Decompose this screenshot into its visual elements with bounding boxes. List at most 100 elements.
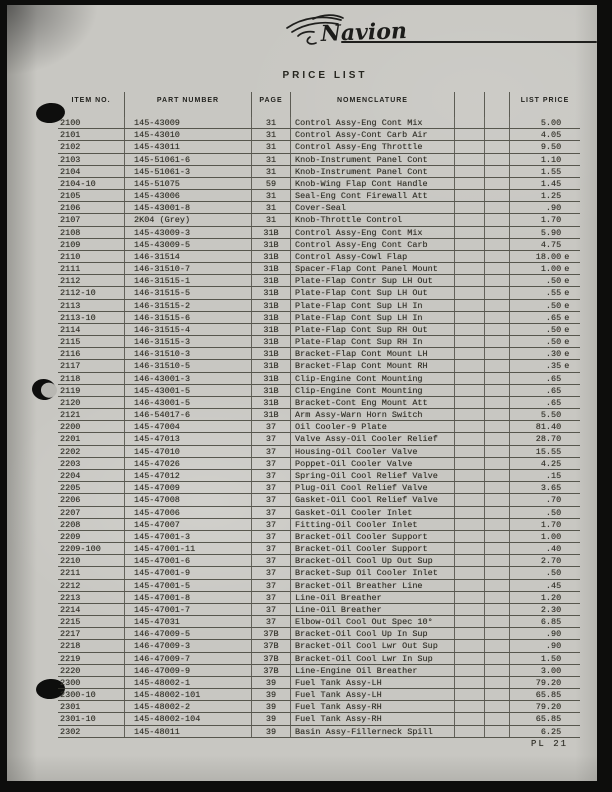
cell-blank-1 — [455, 543, 485, 555]
table-row: 2301 145-48002-2 39 Fuel Tank Assy-RH 79… — [58, 701, 580, 714]
table-row: 2118 146-43001-3 31B Clip-Engine Cont Mo… — [58, 372, 580, 385]
cell-page: 37 — [252, 482, 291, 494]
price-each-suffix — [561, 567, 580, 578]
cell-part-number: 145-51061-3 — [125, 165, 252, 177]
cell-blank-1 — [455, 372, 485, 384]
cell-page: 31 — [252, 153, 291, 165]
table-row: 2117 146-31510-5 31B Bracket-Flap Cont M… — [58, 360, 580, 373]
cell-nomenclature: Knob-Wing Flap Cont Handle — [291, 177, 455, 190]
cell-list-price: 5.90 — [510, 227, 580, 238]
price-value: .50 — [545, 276, 562, 287]
cell-blank-1 — [455, 299, 485, 311]
price-each-suffix — [561, 129, 580, 140]
cell-list-price: .65 — [510, 385, 580, 396]
cell-blank-2 — [485, 202, 510, 214]
price-each-suffix — [561, 433, 580, 444]
cell-blank-1 — [455, 287, 485, 299]
cell-part-number: 146-31514 — [125, 250, 252, 263]
cell-item-no: 2209-100 — [58, 543, 125, 555]
cell-page: 31 — [252, 117, 291, 129]
cell-page: 31B — [252, 336, 291, 348]
page-title: PRICE LIST — [282, 70, 368, 81]
cell-nomenclature: Bracket-Oil Breather Line — [291, 579, 455, 591]
table-row: 2220 146-47009-9 37B Line-Engine Oil Bre… — [58, 664, 580, 677]
logo-underline-rule — [341, 41, 597, 43]
cell-list-price: .90 — [510, 628, 580, 639]
cell-list-price: 1.45 — [510, 178, 580, 189]
table-row: 2104-10 145-51075 59 Knob-Wing Flap Cont… — [58, 177, 580, 191]
cell-page: 37 — [252, 579, 291, 591]
cell-item-no: 2202 — [58, 445, 125, 457]
cell-blank-2 — [485, 701, 510, 713]
price-each-suffix — [561, 117, 580, 128]
cell-item-no: 2203 — [58, 457, 125, 469]
table-row: 2201 145-47013 37 Valve Assy-Oil Cooler … — [58, 433, 580, 446]
cell-list-price: 79.20 — [510, 677, 580, 688]
cell-part-number: 146-31515-4 — [125, 323, 252, 336]
cell-part-number: 146-31515-2 — [125, 299, 252, 311]
price-value: 4.05 — [540, 130, 562, 141]
table-row: 2121 146-54017-6 31B Arm Assy-Warn Horn … — [58, 409, 580, 422]
price-each-suffix — [561, 543, 580, 554]
cell-part-number: 145-47026 — [125, 457, 252, 469]
cell-list-price: .70 — [510, 494, 580, 505]
table-row: 2206 145-47008 37 Gasket-Oil Cool Relief… — [58, 494, 580, 507]
column-header-part-number: PART NUMBER — [125, 92, 252, 117]
cell-blank-2 — [485, 117, 510, 129]
table-row: 2209 145-47001-3 37 Bracket-Oil Cooler S… — [58, 530, 580, 544]
cell-page: 39 — [252, 713, 291, 725]
cell-item-no: 2211 — [58, 567, 125, 579]
cell-part-number: 145-47001-8 — [125, 591, 252, 603]
cell-item-no: 2108 — [58, 226, 125, 238]
cell-nomenclature: Bracket-Flap Cont Mount RH — [291, 360, 455, 372]
price-value: 4.75 — [540, 239, 562, 250]
cell-item-no: 2204 — [58, 469, 125, 482]
price-value: 1.00 — [540, 531, 562, 542]
price-each-suffix — [561, 190, 580, 201]
price-value: 1.70 — [540, 519, 562, 530]
cell-nomenclature: Fuel Tank Assy-LH — [291, 676, 455, 689]
price-value: .90 — [545, 641, 562, 652]
price-value: 81.40 — [535, 422, 562, 433]
navion-logo: Navion — [283, 13, 443, 51]
price-each-suffix — [561, 555, 580, 566]
cell-list-price: 3.00 — [510, 665, 580, 676]
cell-list-price: 9.50 — [510, 141, 580, 152]
cell-item-no: 2119 — [58, 384, 125, 396]
cell-nomenclature: Knob-Instrument Panel Cont — [291, 153, 455, 165]
cell-blank-2 — [485, 153, 510, 165]
cell-blank-2 — [485, 469, 510, 482]
cell-blank-2 — [485, 299, 510, 311]
table-row: 2218 146-47009-3 37B Bracket-Oil Cool Lw… — [58, 640, 580, 653]
cell-blank-2 — [485, 457, 510, 469]
cell-page: 39 — [252, 725, 291, 737]
price-each-suffix — [561, 531, 580, 542]
cell-blank-1 — [455, 275, 485, 287]
cell-nomenclature: Control Assy-Cowl Flap — [291, 250, 455, 263]
cell-part-number: 146-31515-3 — [125, 336, 252, 348]
cell-part-number: 145-43001-5 — [125, 384, 252, 396]
price-value: 15.55 — [535, 446, 562, 457]
cell-blank-1 — [455, 457, 485, 469]
cell-part-number: 146-47009-5 — [125, 628, 252, 640]
cell-nomenclature: Arm Assy-Warn Horn Switch — [291, 409, 455, 421]
cell-item-no: 2205 — [58, 482, 125, 494]
cell-page: 37 — [252, 469, 291, 482]
table-row: 2202 145-47010 37 Housing-Oil Cooler Val… — [58, 445, 580, 458]
cell-nomenclature: Knob-Throttle Control — [291, 214, 455, 226]
cell-item-no: 2217 — [58, 628, 125, 640]
table-row: 2204 145-47012 37 Spring-Oil Cool Relief… — [58, 469, 580, 483]
cell-blank-2 — [485, 190, 510, 202]
cell-item-no: 2200 — [58, 421, 125, 433]
cell-part-number: 145-51061-6 — [125, 153, 252, 165]
column-header-nomenclature: NOMENCLATURE — [291, 92, 455, 117]
cell-item-no: 2301-10 — [58, 713, 125, 725]
column-header-list-price: LIST PRICE — [520, 97, 570, 104]
cell-page: 37B — [252, 628, 291, 640]
price-each-suffix — [561, 166, 580, 177]
cell-blank-1 — [455, 421, 485, 433]
price-each-suffix — [561, 202, 580, 213]
cell-nomenclature: Bracket-Sup Oil Cooler Inlet — [291, 567, 455, 579]
table-row: 2112 146-31515-1 31B Plate-Flap Contr Su… — [58, 275, 580, 288]
cell-blank-1 — [455, 469, 485, 482]
